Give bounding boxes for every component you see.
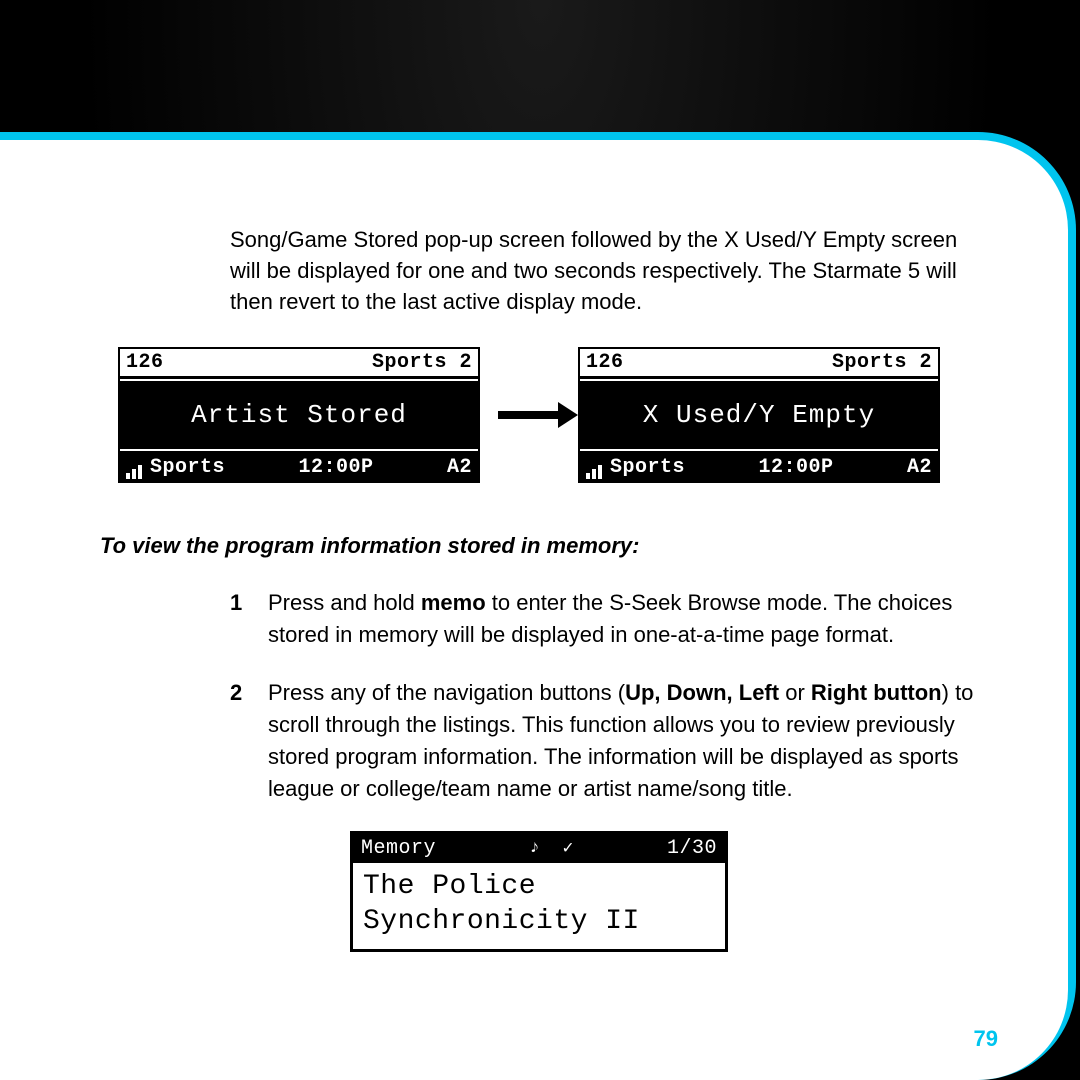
instruction-steps: 1 Press and hold memo to enter the S-See… xyxy=(230,587,978,804)
section-subheading: To view the program information stored i… xyxy=(100,533,978,559)
screen-center-message: Artist Stored xyxy=(120,379,478,451)
music-note-icon: ♪ xyxy=(529,838,540,858)
preset-label: A2 xyxy=(907,456,932,479)
device-screen-memory: Memory ♪ ✓ 1/30 The Police Synchronicity… xyxy=(350,831,728,952)
step-2: 2 Press any of the navigation buttons (U… xyxy=(230,677,978,805)
step-text: Press and hold memo to enter the S-Seek … xyxy=(268,587,978,651)
category-bottom: Sports xyxy=(150,456,225,479)
clock-time: 12:00P xyxy=(758,456,833,479)
memory-count: 1/30 xyxy=(667,837,717,860)
preset-label: A2 xyxy=(447,456,472,479)
memory-artist: The Police xyxy=(363,869,715,904)
memory-label: Memory xyxy=(361,837,436,860)
memory-title: Synchronicity II xyxy=(363,904,715,939)
category-bottom: Sports xyxy=(610,456,685,479)
manual-page: Song/Game Stored pop-up screen followed … xyxy=(0,140,1068,1080)
page-number: 79 xyxy=(974,1026,998,1052)
signal-bars-icon xyxy=(586,465,602,479)
check-icon: ✓ xyxy=(562,837,573,859)
device-screen-artist-stored: 126 Sports 2 Artist Stored Sports 12:00P… xyxy=(118,347,480,483)
category-top: Sports 2 xyxy=(372,351,472,374)
intro-paragraph: Song/Game Stored pop-up screen followed … xyxy=(230,225,978,317)
clock-time: 12:00P xyxy=(298,456,373,479)
step-number: 1 xyxy=(230,587,248,651)
channel-number: 126 xyxy=(126,351,164,374)
arrow-right-icon xyxy=(498,411,560,419)
signal-bars-icon xyxy=(126,465,142,479)
step-1: 1 Press and hold memo to enter the S-See… xyxy=(230,587,978,651)
screen-sequence: 126 Sports 2 Artist Stored Sports 12:00P… xyxy=(80,347,978,483)
device-screen-used-empty: 126 Sports 2 X Used/Y Empty Sports 12:00… xyxy=(578,347,940,483)
category-top: Sports 2 xyxy=(832,351,932,374)
screen-center-message: X Used/Y Empty xyxy=(580,379,938,451)
channel-number: 126 xyxy=(586,351,624,374)
step-number: 2 xyxy=(230,677,248,805)
step-text: Press any of the navigation buttons (Up,… xyxy=(268,677,978,805)
